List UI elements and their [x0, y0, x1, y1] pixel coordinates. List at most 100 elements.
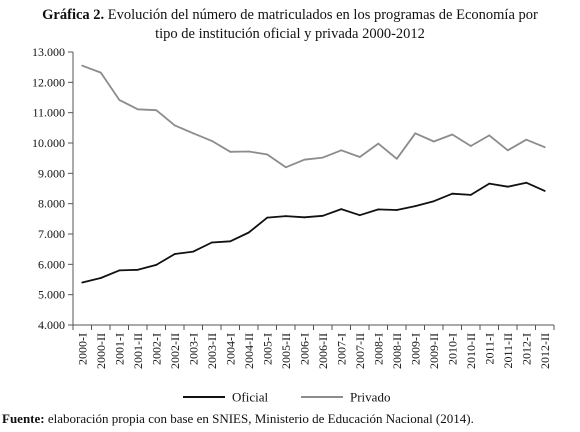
y-tick-label: 6.000 — [38, 257, 65, 271]
data-point-oficial — [395, 209, 398, 211]
chart-title: Gráfica 2. Evolución del número de matri… — [0, 6, 580, 44]
data-point-privado — [192, 132, 195, 135]
data-point-privado — [506, 149, 509, 152]
legend: Oficial Privado — [183, 390, 390, 405]
data-point-privado — [488, 134, 491, 137]
data-point-privado — [377, 142, 380, 145]
x-tick-label: 2012-I — [519, 333, 533, 365]
data-point-oficial — [488, 182, 491, 185]
x-tick-label: 2007-II — [353, 333, 367, 369]
x-tick-label: 2000-I — [75, 333, 89, 365]
y-tick-label: 7.000 — [38, 227, 65, 241]
data-point-privado — [321, 156, 324, 159]
data-point-oficial — [266, 216, 269, 219]
y-tick-label: 8.000 — [38, 197, 65, 211]
x-tick-label: 2010-I — [445, 333, 459, 365]
x-tick-label: 2006-I — [297, 333, 311, 365]
data-point-privado — [284, 166, 287, 169]
data-point-privado — [247, 150, 250, 153]
y-tick-label: 4.000 — [38, 318, 65, 332]
source-note: Fuente: elaboración propia con base en S… — [2, 411, 474, 427]
data-point-privado — [99, 71, 102, 74]
data-point-privado — [210, 139, 213, 142]
data-point-oficial — [525, 181, 528, 184]
x-tick-label: 2003-II — [205, 333, 219, 369]
source-text: elaboración propia con base en SNIES, Mi… — [47, 411, 474, 426]
title-line-2: tipo de institución oficial y privada 20… — [155, 26, 425, 42]
source-label: Fuente: — [2, 411, 45, 426]
x-axis: 2000-I 2000-II 2001-I 2001-II 2002-I 2002-II 2… — [72, 324, 555, 369]
data-point-oficial — [155, 264, 158, 266]
x-tick-label: 2001-II — [131, 333, 145, 369]
x-tick-label: 2009-I — [408, 333, 422, 365]
x-tick-label: 2001-I — [112, 333, 126, 365]
data-point-oficial — [192, 250, 195, 253]
data-point-oficial — [118, 269, 121, 272]
x-tick-label: 2007-I — [334, 333, 348, 365]
data-point-oficial — [136, 268, 139, 271]
x-tick-label: 2003-I — [186, 333, 200, 365]
x-tick-label: 2002-II — [168, 333, 182, 369]
legend-label-oficial: Oficial — [232, 390, 268, 405]
x-tick-label: 2006-II — [316, 333, 330, 369]
data-point-oficial — [229, 240, 232, 243]
y-tick-label: 13.000 — [32, 45, 65, 59]
x-tick-label: 2004-II — [242, 333, 256, 369]
x-tick-label: 2012-II — [538, 333, 552, 369]
data-point-oficial — [173, 253, 176, 255]
data-point-oficial — [432, 200, 435, 203]
data-point-oficial — [284, 215, 287, 218]
y-axis: 4.000 5.000 6.000 7.000 8.000 9.000 10.000 11.0… — [32, 45, 74, 332]
data-point-oficial — [377, 208, 380, 211]
data-point-privado — [395, 157, 398, 160]
data-point-oficial — [414, 205, 417, 207]
data-point-oficial — [340, 208, 343, 211]
data-point-oficial — [99, 277, 102, 279]
title-label: Gráfica 2. — [42, 7, 105, 23]
y-tick-label: 11.000 — [32, 106, 65, 120]
x-tick-label: 2011-I — [482, 333, 496, 365]
x-tick-label: 2009-II — [427, 333, 441, 369]
data-point-oficial — [210, 241, 213, 244]
y-tick-label: 9.000 — [38, 166, 65, 180]
data-point-oficial — [303, 216, 306, 219]
x-tick-label: 2008-I — [371, 333, 385, 365]
data-point-oficial — [358, 214, 361, 217]
data-point-privado — [229, 150, 232, 153]
data-point-privado — [81, 64, 84, 67]
x-tick-label: 2005-II — [279, 333, 293, 369]
data-point-oficial — [506, 185, 509, 188]
x-tick-label: 2008-II — [390, 333, 404, 369]
data-point-privado — [525, 138, 528, 141]
y-tick-label: 10.000 — [32, 136, 65, 150]
x-tick-label: 2002-I — [149, 333, 163, 365]
x-tick-label: 2004-I — [223, 333, 237, 365]
data-point-privado — [173, 124, 176, 127]
data-point-oficial — [451, 192, 454, 195]
data-point-privado — [432, 140, 435, 143]
data-point-privado — [469, 145, 472, 147]
x-tick-label: 2011-II — [501, 333, 515, 369]
data-point-privado — [303, 158, 306, 161]
data-point-oficial — [543, 190, 546, 192]
data-point-oficial — [469, 193, 472, 196]
title-line-1: Evolución del número de matriculados en … — [107, 7, 538, 23]
data-point-privado — [543, 146, 546, 149]
data-point-oficial — [247, 231, 250, 234]
data-point-privado — [118, 99, 121, 101]
data-point-privado — [340, 149, 343, 152]
x-tick-label: 2005-I — [260, 333, 274, 365]
data-point-oficial — [81, 281, 84, 284]
data-point-privado — [155, 109, 158, 112]
y-tick-label: 12.000 — [32, 75, 65, 89]
series-line-privado — [81, 64, 546, 169]
data-point-privado — [451, 133, 454, 136]
legend-label-privado: Privado — [350, 390, 390, 405]
data-point-privado — [414, 132, 417, 135]
x-tick-label: 2000-II — [94, 333, 108, 369]
y-tick-label: 5.000 — [38, 288, 65, 302]
series-layer — [81, 64, 546, 284]
data-point-oficial — [321, 214, 324, 217]
series-line-oficial — [82, 181, 546, 284]
